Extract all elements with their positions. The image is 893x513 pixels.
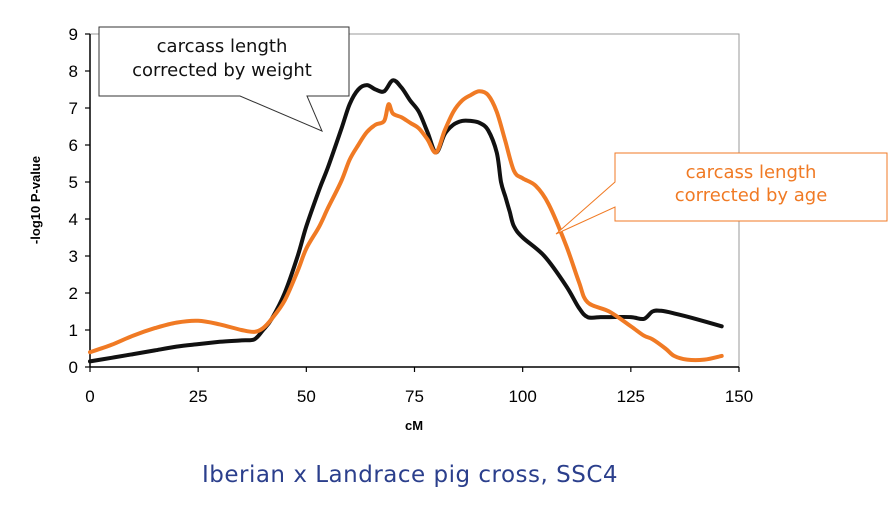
series-line-weight-corrected xyxy=(88,78,724,364)
qtl-line-chart: 0 1 2 3 4 5 6 7 8 9 0 25 50 75 100 125 150 cM -log10 P-… xyxy=(28,25,753,433)
series-line-age-corrected xyxy=(88,89,724,363)
x-tick-label: 125 xyxy=(617,387,645,406)
callout-black-series: carcass length corrected by weight xyxy=(98,26,350,132)
y-tick-label: 1 xyxy=(69,321,78,340)
x-axis-ticks: 0 25 50 75 100 125 150 xyxy=(85,367,753,406)
y-tick-label: 6 xyxy=(69,136,78,155)
y-tick-label: 8 xyxy=(69,62,78,81)
callout-black-line-1: carcass length xyxy=(157,36,288,57)
y-tick-label: 5 xyxy=(69,173,78,192)
y-tick-label: 3 xyxy=(69,247,78,266)
y-axis-ticks: 0 1 2 3 4 5 6 7 8 9 xyxy=(69,25,90,377)
x-tick-label: 50 xyxy=(297,387,316,406)
x-axis-title: cM xyxy=(405,418,423,433)
callout-black-line-2: corrected by weight xyxy=(132,60,312,81)
y-tick-label: 9 xyxy=(69,25,78,44)
y-tick-label: 4 xyxy=(69,210,78,229)
slide-caption: Iberian x Landrace pig cross, SSC4 xyxy=(201,462,619,488)
series-layer xyxy=(88,78,724,364)
x-tick-label: 75 xyxy=(405,387,424,406)
chart-panel: 0 1 2 3 4 5 6 7 8 9 0 25 50 75 100 125 150 cM -log10 P-… xyxy=(28,25,754,433)
y-tick-label: 7 xyxy=(69,99,78,118)
y-tick-label: 2 xyxy=(69,284,78,303)
x-tick-label: 150 xyxy=(725,387,753,406)
x-tick-label: 25 xyxy=(189,387,208,406)
y-tick-label: 0 xyxy=(69,358,78,377)
callout-black-box xyxy=(98,26,350,132)
y-axis-title: -log10 P-value xyxy=(28,156,43,244)
x-tick-label: 0 xyxy=(85,387,94,406)
x-tick-label: 100 xyxy=(508,387,536,406)
